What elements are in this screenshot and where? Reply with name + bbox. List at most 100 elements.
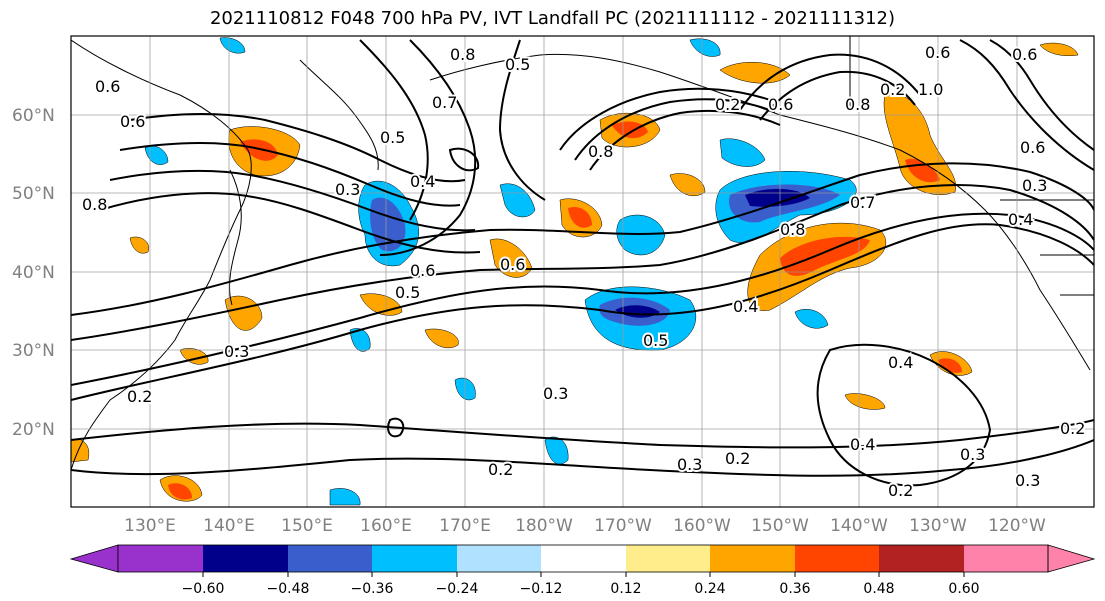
lon-label: 150°E (281, 516, 333, 536)
contour-label: 0.8 (82, 195, 107, 214)
contour-label: 0.6 (1012, 45, 1037, 64)
negative-anomaly-area (544, 436, 569, 465)
colorbar-tick-label: 0.48 (863, 581, 894, 597)
colorbar-segment (118, 545, 203, 572)
lon-label: 130°E (124, 516, 176, 536)
positive-anomaly-area (938, 358, 962, 373)
contour-label: 0.8 (588, 142, 613, 161)
lat-label: 60°N (12, 106, 55, 126)
lon-label: 120°W (988, 516, 1046, 536)
positive-anomaly-area (71, 438, 90, 463)
negative-anomaly-area (370, 197, 406, 252)
lon-label: 180°W (515, 516, 573, 536)
colorbar-segment (457, 545, 541, 572)
contour-label: 0.2 (888, 481, 913, 500)
positive-anomaly-area (168, 483, 192, 500)
contour-label: 0.6 (1020, 138, 1045, 157)
pv-anomaly-shading (71, 37, 1079, 506)
lat-label: 20°N (12, 420, 55, 440)
contour-label: 0.8 (450, 45, 475, 64)
contour-label: 0.5 (643, 331, 668, 350)
contour-label: 0.7 (850, 193, 875, 212)
positive-anomaly-area (612, 121, 648, 139)
contour-label: 0.3 (1015, 471, 1040, 490)
colorbar-segment (710, 545, 795, 572)
contour-label: 0.2 (488, 460, 513, 479)
contour-label: 0.2 (880, 80, 905, 99)
lon-label: 170°E (439, 516, 491, 536)
ivt-contours (71, 39, 1094, 487)
contour-label: 0.3 (960, 445, 985, 464)
contour-label: 0.2 (715, 95, 740, 114)
colorbar: −0.60 −0.48 −0.36 −0.24 −0.12 0.12 0.24 … (69, 544, 1096, 597)
lon-label: 130°W (909, 516, 967, 536)
lon-label: 160°E (360, 516, 412, 536)
negative-anomaly-area (219, 37, 246, 54)
positive-anomaly-area (1039, 42, 1079, 56)
contour-label: 0.5 (380, 128, 405, 147)
contour-label: 0.6 (410, 261, 435, 280)
colorbar-tick-label: −0.24 (436, 581, 479, 597)
negative-anomaly-area (719, 138, 766, 167)
contour-label: 0.4 (410, 172, 435, 191)
positive-anomaly-area (568, 206, 592, 228)
lat-label: 30°N (12, 341, 55, 361)
contour-label: 0.3 (677, 455, 702, 474)
lon-label: 160°W (673, 516, 731, 536)
colorbar-high-extend (1047, 544, 1096, 573)
negative-anomaly-area (329, 488, 361, 506)
contour-label: 0.2 (725, 449, 750, 468)
map-frame (70, 35, 1095, 508)
positive-anomaly-area (719, 61, 791, 84)
colorbar-segment (626, 545, 710, 572)
contour-label: 0.2 (127, 387, 152, 406)
positive-anomaly-area (780, 236, 870, 276)
colorbar-tick-label: 0.36 (779, 581, 810, 597)
contour-label: 0.2 (1060, 419, 1085, 438)
contour-label: 0.3 (543, 384, 568, 403)
contour-label: 0.8 (845, 95, 870, 114)
contour-label: 0.4 (733, 297, 758, 316)
contour-label: 0.6 (120, 112, 145, 131)
contour-label: 0.7 (432, 93, 457, 112)
colorbar-tick-label: −0.48 (267, 581, 310, 597)
colorbar-tick-label: 0.60 (948, 581, 979, 597)
colorbar-segment (288, 545, 372, 572)
colorbar-segment (879, 545, 964, 572)
colorbar-ticks (202, 572, 965, 577)
lat-label: 40°N (12, 263, 55, 283)
graticule (71, 36, 1094, 507)
contour-label: 0.3 (335, 180, 360, 199)
colorbar-segment (541, 545, 626, 572)
map-panel: 0.6 0.6 0.8 0.8 0.5 0.7 0.5 0.4 0.3 0.6 … (71, 36, 1094, 507)
contour-label: 1.0 (918, 80, 943, 99)
positive-anomaly-area (224, 295, 263, 331)
contour-label: 0.4 (888, 353, 913, 372)
colorbar-tick-label: −0.12 (520, 581, 563, 597)
contour-label: 0.6 (925, 43, 950, 62)
colorbar-tick-label: −0.60 (182, 581, 225, 597)
map-title: 2021110812 F048 700 hPa PV, IVT Landfall… (209, 8, 896, 29)
positive-anomaly-area (240, 139, 278, 161)
colorbar-segment (203, 545, 288, 572)
lat-label: 50°N (12, 184, 55, 204)
longitude-labels: 130°E 140°E 150°E 160°E 170°E 180°W 170°… (124, 516, 1046, 536)
contour-labels: 0.6 0.6 0.8 0.8 0.5 0.7 0.5 0.4 0.3 0.6 … (80, 41, 1087, 502)
contour-label: 0.3 (224, 342, 249, 361)
negative-anomaly-area (499, 183, 536, 218)
colorbar-tick-label: 0.12 (610, 581, 641, 597)
lon-label: 140°E (203, 516, 255, 536)
positive-anomaly-area (844, 393, 886, 410)
contour-label: 0.3 (1022, 176, 1047, 195)
colorbar-tick-label: −0.36 (351, 581, 394, 597)
coastlines (71, 36, 1094, 471)
contour-label: 0.6 (500, 255, 525, 274)
contour-label: 0.6 (768, 95, 793, 114)
positive-anomaly-area (669, 173, 706, 196)
lon-label: 150°W (751, 516, 809, 536)
positive-anomaly-area (179, 348, 209, 365)
negative-anomaly-area (794, 309, 829, 329)
colorbar-segment (964, 545, 1048, 572)
contour-label: 0.8 (780, 220, 805, 239)
